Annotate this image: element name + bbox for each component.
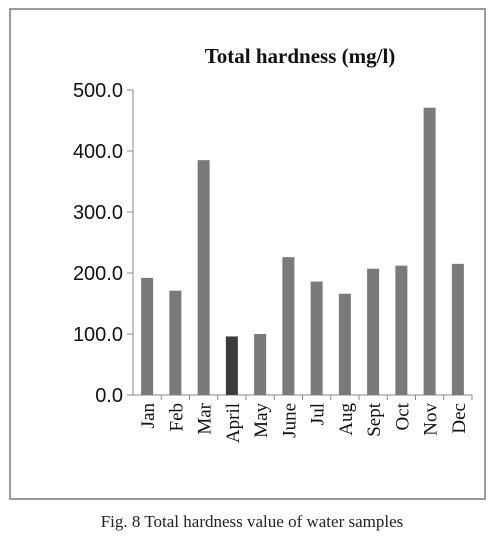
x-tick-label-feb: Feb — [166, 403, 187, 432]
y-ticks: 0.0 100.0 200.0 300.0 400.0 500.0 — [73, 80, 133, 407]
x-tick-label-mar: Mar — [195, 402, 216, 434]
chart-title: Total hardness (mg/l) — [205, 44, 396, 68]
x-tick-label-may: May — [251, 403, 272, 438]
figure-caption: Fig. 8 Total hardness value of water sam… — [100, 512, 404, 531]
x-tick-label-dec: Dec — [449, 403, 470, 434]
x-tick-labels: Jan Feb Mar April May June Jul Aug Sept Oct Nov Dec — [138, 395, 473, 443]
bar-june — [282, 257, 295, 395]
bar-sept — [367, 268, 380, 395]
y-tick-label: 100.0 — [73, 324, 123, 346]
bar-jul — [310, 281, 323, 395]
bar-dec — [451, 263, 464, 395]
bar-oct — [395, 265, 408, 395]
bar-aug — [338, 293, 351, 395]
bar-chart: Total hardness (mg/l) 0.0 100.0 200.0 300.0… — [73, 44, 473, 443]
bar-feb — [169, 290, 182, 395]
y-tick-label: 500.0 — [73, 80, 123, 102]
x-tick-label-jul: Jul — [308, 403, 329, 425]
x-tick-label-june: June — [279, 403, 300, 438]
x-tick-label-jan: Jan — [138, 403, 159, 429]
x-tick-label-sept: Sept — [364, 402, 385, 437]
bar-mar — [197, 160, 210, 395]
y-tick-label: 300.0 — [73, 202, 123, 224]
chart-frame — [9, 8, 486, 500]
y-tick-label: 200.0 — [73, 263, 123, 285]
bar-nov — [423, 107, 436, 395]
x-tick-label-april: April — [223, 403, 244, 443]
y-tick-label: 400.0 — [73, 141, 123, 163]
bars — [141, 107, 464, 395]
x-tick-label-oct: Oct — [392, 402, 413, 430]
bar-may — [254, 334, 267, 395]
y-tick-label: 0.0 — [95, 385, 123, 407]
x-tick-label-nov: Nov — [421, 403, 442, 436]
x-tick-label-aug: Aug — [336, 403, 357, 436]
bar-april — [225, 336, 238, 395]
bar-jan — [141, 277, 154, 395]
